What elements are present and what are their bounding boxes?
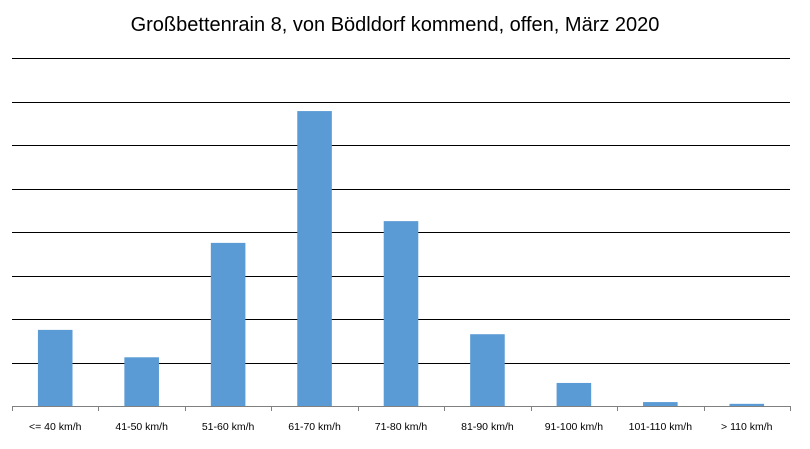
x-tick-label: 101-110 km/h (629, 421, 693, 433)
bar (729, 403, 765, 406)
x-tick-label: 41-50 km/h (115, 421, 168, 433)
x-tick-label: <= 40 km/h (29, 421, 82, 433)
x-tick-label: > 110 km/h (721, 421, 773, 433)
x-tick-label: 71-80 km/h (375, 421, 428, 433)
x-tick-labels: <= 40 km/h 41-50 km/h 51-60 km/h 61-70 km/h… (29, 421, 773, 433)
bar (556, 382, 592, 406)
bar (383, 221, 419, 406)
bar (37, 329, 73, 406)
x-tick-label: 81-90 km/h (461, 421, 514, 433)
bar (124, 357, 159, 406)
bar (643, 402, 678, 406)
bar (470, 334, 505, 406)
bar (210, 242, 246, 406)
chart-title: Großbettenrain 8, von Bödldorf kommend, … (130, 14, 660, 36)
bars (37, 111, 765, 406)
x-tick-label: 91-100 km/h (545, 421, 604, 433)
x-tick-label: 51-60 km/h (202, 421, 255, 433)
bar (297, 111, 332, 406)
x-axis (12, 406, 791, 411)
x-tick-label: 61-70 km/h (288, 421, 341, 433)
